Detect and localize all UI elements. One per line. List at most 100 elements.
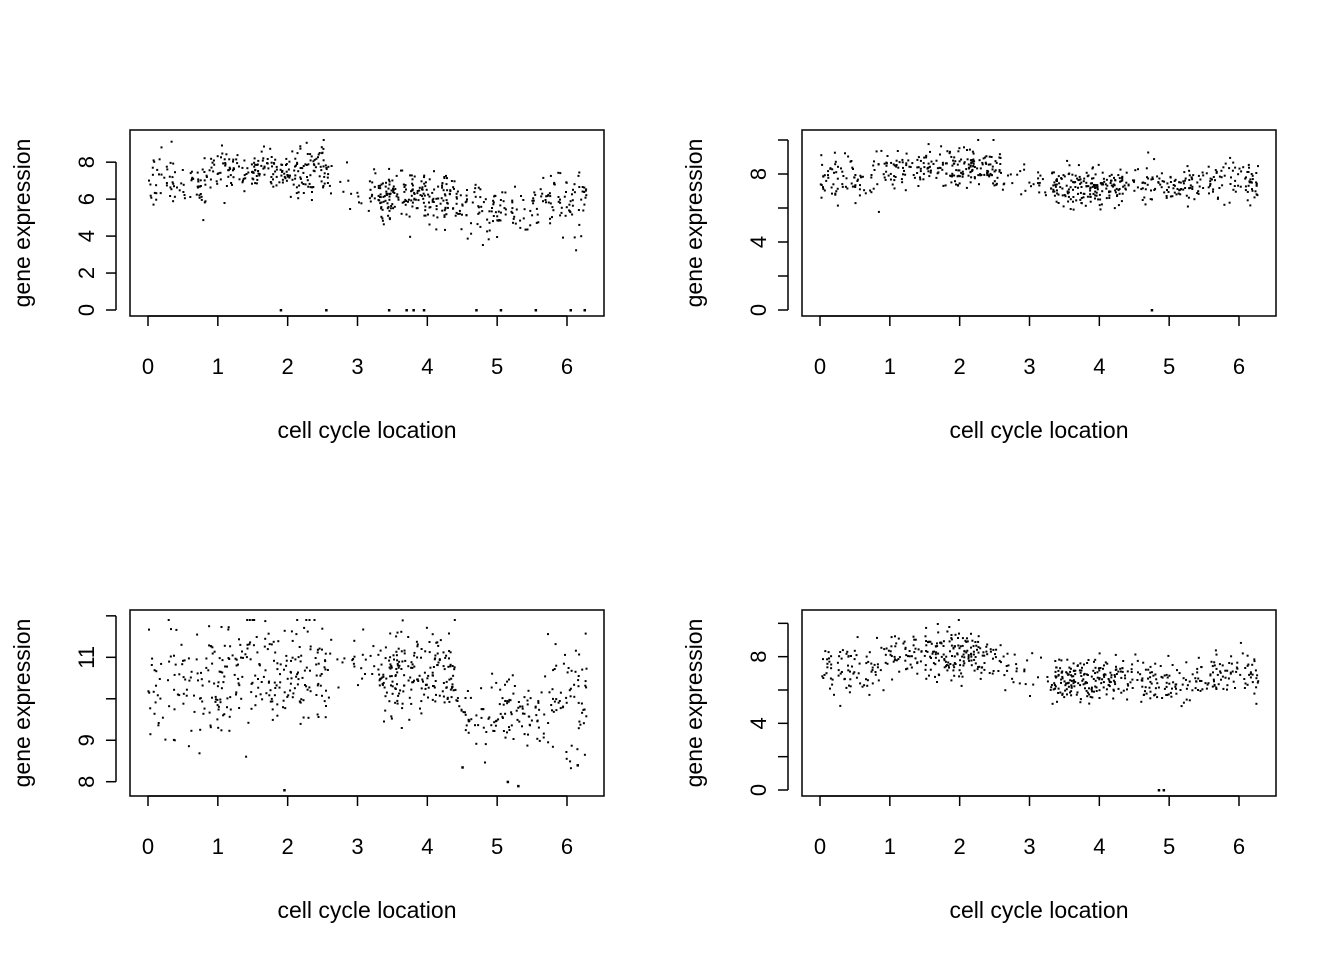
data-point bbox=[224, 164, 227, 167]
data-point bbox=[1093, 660, 1095, 663]
data-point bbox=[257, 686, 260, 689]
data-point bbox=[227, 169, 230, 172]
data-point bbox=[1207, 682, 1210, 685]
data-point bbox=[241, 181, 244, 184]
data-point bbox=[299, 167, 302, 169]
data-point bbox=[1237, 173, 1240, 176]
data-point bbox=[1163, 180, 1166, 183]
data-point bbox=[1037, 182, 1039, 185]
data-point bbox=[1117, 687, 1120, 690]
data-point bbox=[1090, 688, 1093, 691]
y-tick-label: 4 bbox=[74, 230, 99, 242]
data-point bbox=[283, 629, 286, 632]
data-point bbox=[219, 178, 222, 181]
data-point bbox=[1202, 174, 1205, 177]
data-point bbox=[389, 632, 392, 635]
data-point bbox=[942, 184, 945, 187]
data-point bbox=[1229, 672, 1232, 675]
data-point bbox=[458, 212, 461, 215]
data-point bbox=[508, 698, 511, 701]
data-point bbox=[1215, 686, 1218, 689]
x-tick-label: 0 bbox=[142, 834, 154, 859]
data-point bbox=[917, 166, 920, 169]
data-point bbox=[488, 210, 491, 213]
data-point bbox=[262, 675, 265, 678]
data-point bbox=[1216, 197, 1219, 200]
data-point bbox=[253, 165, 256, 168]
data-point bbox=[990, 156, 993, 158]
data-point bbox=[514, 222, 517, 225]
data-point bbox=[1248, 673, 1251, 676]
data-point bbox=[405, 309, 408, 312]
data-point bbox=[215, 180, 218, 183]
data-point bbox=[450, 180, 453, 182]
data-point bbox=[189, 172, 192, 175]
data-point bbox=[242, 177, 245, 180]
data-point bbox=[297, 170, 300, 173]
data-point bbox=[263, 645, 266, 648]
data-point bbox=[537, 700, 540, 703]
data-point bbox=[577, 727, 580, 730]
data-point bbox=[169, 186, 172, 189]
data-point bbox=[222, 681, 225, 684]
data-point bbox=[923, 654, 926, 657]
data-point bbox=[1136, 679, 1139, 681]
data-point bbox=[465, 724, 468, 727]
data-point bbox=[872, 187, 875, 190]
data-point bbox=[272, 185, 275, 188]
x-tick-label: 0 bbox=[142, 354, 154, 379]
data-point bbox=[1185, 698, 1188, 701]
data-point bbox=[241, 650, 243, 653]
data-point bbox=[220, 687, 223, 690]
data-point bbox=[977, 635, 980, 638]
data-point bbox=[972, 162, 975, 165]
data-point bbox=[537, 726, 540, 729]
data-point bbox=[1214, 179, 1216, 182]
data-point bbox=[1217, 683, 1220, 686]
data-point bbox=[1153, 694, 1156, 697]
data-point bbox=[1079, 662, 1082, 665]
data-point bbox=[380, 201, 383, 204]
data-point bbox=[1061, 677, 1064, 680]
data-point bbox=[378, 679, 381, 682]
data-point bbox=[853, 176, 856, 179]
data-point bbox=[282, 706, 284, 709]
data-point bbox=[244, 653, 247, 656]
data-point bbox=[497, 210, 500, 213]
data-point bbox=[1080, 181, 1083, 184]
data-point bbox=[869, 189, 872, 192]
data-point bbox=[285, 157, 288, 160]
data-point bbox=[1117, 670, 1120, 673]
data-point bbox=[1165, 685, 1168, 688]
data-point bbox=[200, 198, 203, 201]
data-point bbox=[584, 684, 587, 687]
data-point bbox=[217, 681, 220, 684]
data-point bbox=[416, 190, 419, 192]
data-point bbox=[317, 662, 320, 665]
data-point bbox=[548, 192, 551, 195]
data-point bbox=[446, 698, 449, 700]
data-point bbox=[901, 158, 904, 161]
data-point bbox=[455, 699, 458, 702]
data-point bbox=[828, 660, 831, 663]
data-point bbox=[1096, 188, 1099, 191]
data-point bbox=[1086, 695, 1089, 698]
data-point bbox=[521, 712, 524, 715]
data-point bbox=[1159, 665, 1162, 667]
data-point bbox=[1134, 169, 1137, 172]
data-point bbox=[289, 195, 292, 198]
data-point bbox=[916, 172, 919, 174]
data-point bbox=[315, 663, 318, 666]
data-point bbox=[1215, 688, 1218, 690]
data-point bbox=[1201, 688, 1204, 691]
data-point bbox=[203, 707, 206, 710]
data-point bbox=[218, 670, 221, 673]
data-point bbox=[401, 619, 404, 622]
data-point bbox=[270, 156, 273, 158]
data-point bbox=[1199, 689, 1202, 692]
data-point bbox=[1213, 680, 1215, 683]
data-point bbox=[986, 169, 989, 172]
data-point bbox=[1153, 189, 1156, 191]
data-point bbox=[195, 658, 198, 661]
